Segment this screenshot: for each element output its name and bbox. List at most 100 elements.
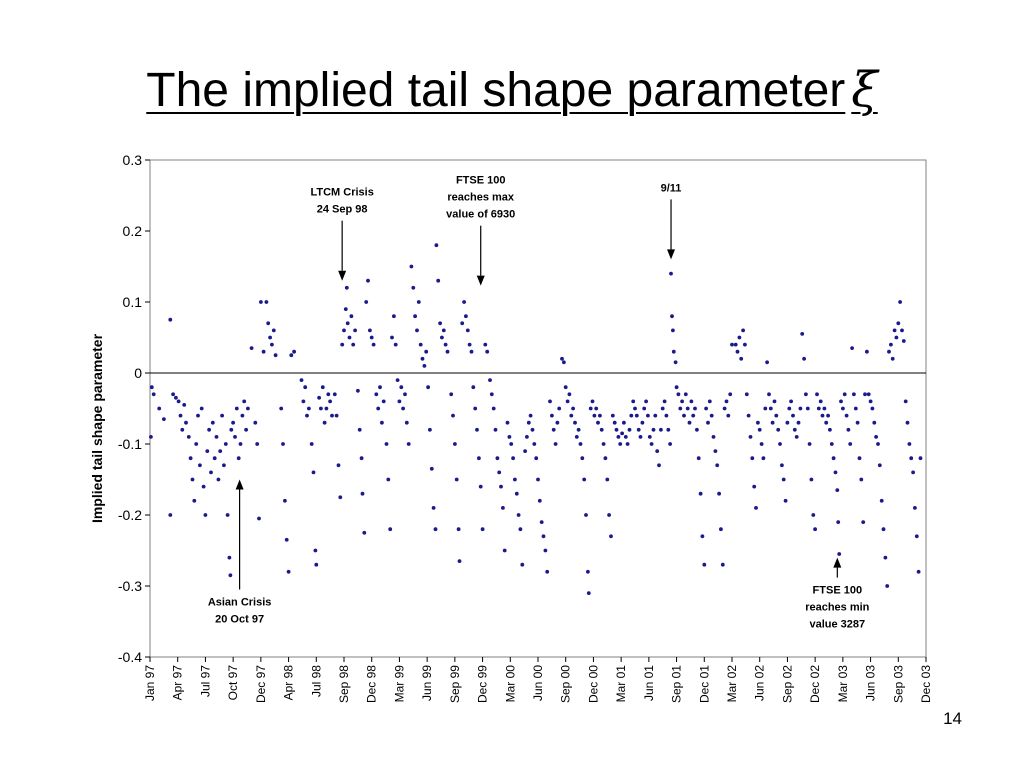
data-point — [700, 534, 705, 539]
data-point — [453, 442, 457, 446]
data-point — [216, 477, 221, 482]
annotation-label: FTSE 100 — [813, 585, 863, 597]
data-point — [162, 417, 166, 421]
data-point — [209, 470, 213, 475]
data-point — [511, 456, 515, 461]
data-point — [739, 356, 744, 361]
data-point — [863, 392, 867, 397]
data-point — [334, 413, 339, 418]
x-tick-label: Jun 01 — [642, 665, 656, 701]
data-point — [702, 562, 707, 567]
data-point — [198, 463, 202, 468]
data-point — [292, 349, 296, 354]
data-point — [380, 420, 384, 425]
data-point — [271, 328, 276, 333]
data-point — [657, 463, 661, 468]
data-point — [586, 569, 590, 574]
data-point — [283, 498, 287, 503]
data-point — [311, 470, 316, 475]
data-point — [443, 342, 448, 347]
data-point — [485, 349, 490, 354]
data-point — [502, 548, 507, 553]
data-point — [431, 506, 436, 510]
data-point — [536, 477, 540, 482]
data-point — [488, 378, 492, 382]
data-point — [347, 335, 352, 340]
data-point — [785, 420, 790, 425]
data-point — [555, 420, 560, 425]
data-point — [852, 392, 856, 397]
data-point — [638, 435, 643, 439]
data-point — [674, 385, 679, 390]
data-point — [741, 328, 745, 333]
data-point — [469, 349, 474, 354]
data-point — [392, 314, 396, 319]
data-point — [870, 406, 875, 411]
data-point — [225, 513, 230, 517]
data-point — [149, 435, 153, 439]
data-points — [149, 243, 923, 595]
data-point — [168, 317, 173, 322]
data-point — [268, 335, 272, 340]
data-point — [345, 321, 350, 326]
data-point — [842, 392, 847, 397]
data-point — [203, 513, 208, 517]
data-point — [240, 413, 245, 418]
data-point — [592, 413, 597, 418]
data-point — [513, 477, 517, 482]
data-point — [273, 353, 278, 358]
data-point — [680, 399, 684, 404]
data-point — [826, 413, 830, 418]
data-point — [270, 342, 274, 347]
data-point — [903, 399, 908, 404]
data-point — [614, 427, 619, 432]
y-tick-label: -0.1 — [118, 436, 142, 452]
data-point — [279, 406, 284, 411]
data-point — [493, 427, 498, 432]
data-point — [286, 569, 291, 574]
data-point — [174, 395, 178, 400]
annotation-arrow-head — [476, 275, 485, 286]
data-point — [376, 406, 381, 411]
data-point — [395, 378, 400, 382]
data-point — [855, 420, 860, 425]
data-point — [403, 392, 407, 397]
data-point — [829, 442, 834, 446]
data-point — [184, 420, 188, 425]
data-point — [841, 406, 845, 411]
data-point — [605, 477, 610, 482]
data-point — [896, 321, 901, 326]
data-point — [356, 388, 360, 393]
data-point — [828, 427, 832, 432]
chart-axes: -0.4 -0.3 -0.2 -0.1 0 0.1 0.2 0.3 Jan 97 Apr 97 Ju… — [89, 152, 933, 703]
x-tick-label: Jul 98 — [309, 665, 323, 697]
data-point — [879, 498, 884, 503]
data-point — [781, 477, 786, 482]
data-point — [890, 356, 895, 361]
data-point — [227, 555, 232, 560]
data-point — [194, 442, 199, 446]
data-point — [594, 406, 599, 411]
data-point — [787, 406, 792, 411]
annotation-arrow-head — [338, 270, 347, 281]
data-point — [689, 399, 694, 404]
x-tick-label: Jan 97 — [143, 665, 157, 701]
annotation-label: reaches max — [447, 192, 515, 204]
x-tick-label: Mar 03 — [836, 665, 850, 703]
data-point — [420, 356, 425, 361]
data-point — [678, 406, 683, 411]
data-point — [534, 456, 539, 461]
data-point — [576, 427, 581, 432]
title-text: The implied tail shape parameter — [146, 64, 846, 117]
data-point — [516, 513, 521, 517]
data-point — [409, 264, 414, 269]
data-point — [451, 413, 455, 418]
data-point — [573, 420, 577, 425]
data-point — [698, 491, 703, 496]
data-point — [255, 442, 260, 446]
data-point — [557, 406, 562, 411]
data-point — [909, 456, 914, 461]
data-point — [623, 435, 628, 439]
data-point — [366, 278, 370, 283]
data-point — [682, 413, 686, 418]
